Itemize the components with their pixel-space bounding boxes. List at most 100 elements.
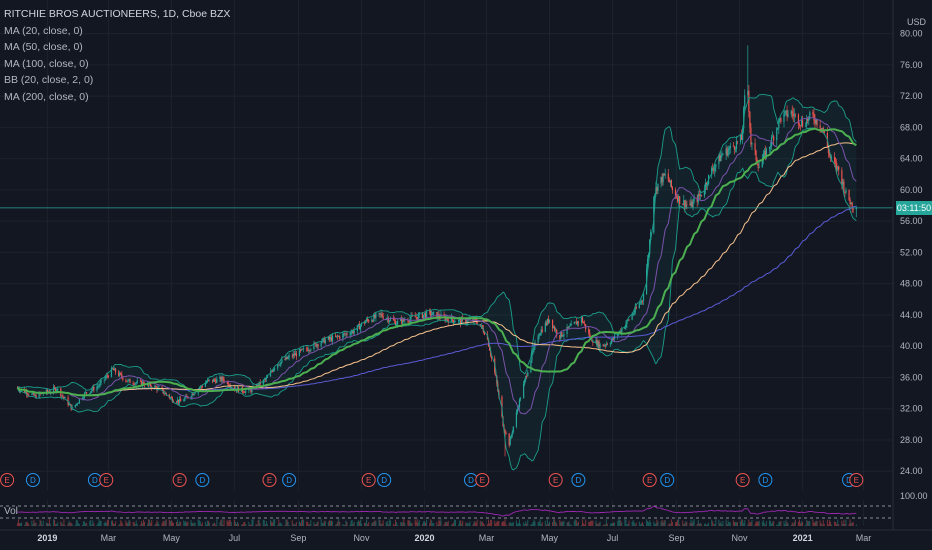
candle-body <box>814 120 816 124</box>
candle-body <box>763 151 765 154</box>
volume-bar <box>238 523 240 526</box>
candle-body <box>140 380 143 386</box>
volume-bar <box>539 519 541 526</box>
price-axis[interactable]: 24.00 28.00 32.00 36.00 40.00 44.00 48.00 52.00… <box>892 0 923 530</box>
volume-bar <box>280 522 282 526</box>
volume-bar <box>27 522 29 526</box>
volume-bar <box>715 519 717 526</box>
candle-body <box>749 111 751 128</box>
candle-body <box>414 316 416 318</box>
candle-body <box>741 135 743 140</box>
candle-body <box>606 343 608 345</box>
volume-bar <box>501 522 503 526</box>
volume-bar <box>654 523 656 526</box>
volume-bar <box>126 523 128 526</box>
candle-body <box>820 128 822 130</box>
volume-bar <box>306 521 308 526</box>
legend-ma20[interactable]: MA (20, close, 0) <box>4 24 83 37</box>
volume-bar <box>816 520 818 526</box>
volume-bar <box>614 522 616 526</box>
candle-body <box>584 323 586 325</box>
volume-bar <box>99 520 101 526</box>
volume-bar <box>316 522 318 526</box>
candle-body <box>264 379 266 381</box>
legend-ma100[interactable]: MA (100, close, 0) <box>4 57 89 70</box>
volume-bar <box>460 520 462 526</box>
volume-bar <box>301 520 303 526</box>
candle-body <box>589 332 591 338</box>
volume-bar <box>339 521 341 526</box>
volume-bar <box>791 522 793 526</box>
volume-bar <box>98 519 100 526</box>
candle-body <box>126 381 128 382</box>
legend-ma200[interactable]: MA (200, close, 0) <box>4 90 89 103</box>
volume-bar <box>734 521 736 526</box>
bollinger-band-fill <box>17 94 857 470</box>
volume-bar <box>132 522 134 526</box>
candle-body <box>329 337 332 340</box>
candle-body <box>765 148 768 158</box>
volume-bar <box>315 524 317 526</box>
volume-bar <box>147 523 149 526</box>
volume-bar <box>703 523 705 526</box>
candle-body <box>732 145 734 147</box>
candle-body <box>440 314 442 319</box>
candle-body <box>801 120 804 127</box>
candle-body <box>849 200 851 205</box>
candle-body <box>76 403 78 405</box>
volume-bar <box>807 520 809 526</box>
bollinger-upper <box>17 94 857 394</box>
candle-body <box>338 336 340 337</box>
volume-bar <box>475 522 477 526</box>
volume-bar <box>349 524 351 526</box>
candle-body <box>698 194 700 196</box>
volume-bar <box>770 521 772 526</box>
candle-body <box>682 204 684 205</box>
volume-bar <box>850 522 852 526</box>
candle-body <box>624 327 626 329</box>
candle-body <box>532 350 534 353</box>
candle-body <box>315 343 317 347</box>
volume-bar <box>675 522 677 526</box>
volume-bar <box>244 521 246 526</box>
volume-bar <box>140 521 142 526</box>
volume-bar <box>107 519 109 526</box>
candle-body <box>700 194 702 196</box>
volume-bar <box>251 519 253 526</box>
candle-body <box>367 319 369 321</box>
volume-bar <box>842 523 844 526</box>
volume-bar <box>389 520 391 526</box>
volume-bar <box>727 520 729 526</box>
volume-bar <box>437 524 439 526</box>
volume-bar <box>769 520 771 526</box>
candle-body <box>33 392 35 396</box>
candle-body <box>678 196 680 202</box>
candle-body <box>386 317 388 319</box>
candle-body <box>444 316 446 321</box>
candle-body <box>762 153 764 160</box>
candle-body <box>81 397 84 400</box>
candle-body <box>316 344 318 347</box>
time-axis[interactable]: 2019 Mar May Jul Sep Nov 2020 Mar May Jul Sep Nov 20… <box>0 529 932 543</box>
volume-bar <box>491 519 493 526</box>
currency-label: USD <box>907 17 927 27</box>
candle-body <box>393 320 396 321</box>
legend-bb[interactable]: BB (20, close, 2, 0) <box>4 74 94 86</box>
candle-body <box>728 148 730 151</box>
candle-body <box>331 335 334 342</box>
candle-body <box>685 203 687 208</box>
volume-bar <box>469 521 471 526</box>
volume-bar <box>271 521 273 526</box>
candle-body <box>300 349 303 351</box>
candle-body <box>603 345 605 347</box>
candle-body <box>150 383 152 387</box>
candle-body <box>848 189 850 201</box>
candle-body <box>307 349 309 351</box>
legend-ma50[interactable]: MA (50, close, 0) <box>4 41 83 53</box>
volume-bar <box>100 520 102 526</box>
ma20-line <box>17 117 857 415</box>
volume-bar <box>401 522 403 526</box>
volume-bar <box>604 524 606 526</box>
